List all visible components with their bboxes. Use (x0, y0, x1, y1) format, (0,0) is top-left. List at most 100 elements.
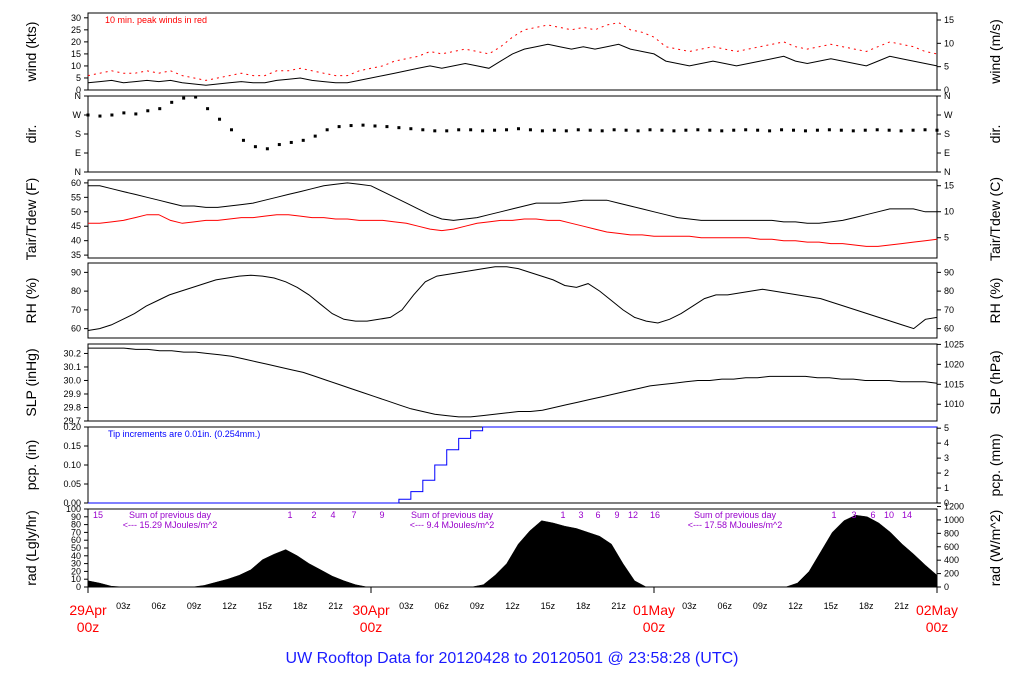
panel-wind (84, 12, 941, 91)
day-sum-title: Sum of previous day (129, 510, 212, 520)
y-tick-label: W (73, 110, 82, 120)
y-axis-title-right: SLP (hPa) (987, 350, 1003, 414)
dir-point (552, 128, 556, 132)
dir-point (827, 128, 831, 132)
dir-point (110, 113, 114, 117)
x-day-hour: 00z (926, 619, 949, 635)
y-tick-label: 30.1 (63, 362, 81, 372)
y-axis-title: rad (Lgly/hr) (23, 510, 39, 585)
hour-label: 10 (884, 510, 894, 520)
y-tick-label: 10 (71, 574, 81, 584)
dir-point (720, 129, 724, 133)
dir-point (684, 128, 688, 132)
y-tick-label: 40 (71, 551, 81, 561)
y-tick-label-right: 5 (944, 62, 949, 72)
y-axis-title-right: pcp. (mm) (987, 434, 1003, 497)
y-tick-label: 15 (71, 49, 81, 59)
x-tick-label: 21z (611, 601, 626, 611)
x-tick-label: 09z (753, 601, 768, 611)
y-tick-label-right: W (944, 110, 953, 120)
y-tick-label: 0.05 (63, 479, 81, 489)
dir-point (301, 138, 305, 142)
y-axis-title: pcp. (in) (23, 440, 39, 491)
x-tick-label: 12z (788, 601, 803, 611)
y-tick-label-right: 1010 (944, 399, 964, 409)
y-tick-label: N (75, 91, 82, 101)
dir-point (935, 128, 939, 132)
y-tick-label-right: 5 (944, 423, 949, 433)
panel-annotation: 10 min. peak winds in red (105, 15, 207, 25)
y-tick-label-right: 1020 (944, 359, 964, 369)
dir-point (218, 117, 222, 121)
dir-point (277, 143, 281, 147)
y-tick-label: 0.00 (63, 498, 81, 508)
panel-annotation: Tip increments are 0.01in. (0.254mm.) (108, 429, 260, 439)
series-line-wind (87, 43, 938, 86)
y-tick-label-right: 1025 (944, 339, 964, 349)
y-tick-label-right: 1015 (944, 379, 964, 389)
dir-point (206, 107, 210, 111)
dir-point (696, 128, 700, 132)
dir-point (349, 124, 353, 128)
y-tick-label: 29.8 (63, 402, 81, 412)
dir-point (265, 147, 269, 151)
x-tick-label: 09z (187, 601, 202, 611)
series-line-Tair (88, 182, 937, 224)
dir-point (660, 128, 664, 132)
y-axis-title-right: wind (m/s) (987, 19, 1003, 85)
dir-point (158, 107, 162, 111)
y-axis-title: wind (kts) (23, 22, 39, 83)
hour-label: 3 (851, 510, 856, 520)
dir-point (457, 128, 461, 132)
x-day-label: 01May (633, 602, 675, 618)
dir-point (122, 111, 126, 115)
dir-point (481, 129, 485, 133)
y-tick-label: 80 (71, 520, 81, 530)
y-tick-label-right: 10 (944, 207, 954, 217)
dir-point (744, 128, 748, 132)
dir-point (528, 128, 532, 132)
y-tick-label-right: 5 (944, 233, 949, 243)
y-tick-label: 0 (76, 582, 81, 592)
x-day-hour: 00z (643, 619, 666, 635)
panel-frame (87, 262, 938, 339)
y-tick-label: 50 (71, 207, 81, 217)
x-day-label: 30Apr (352, 602, 390, 618)
y-tick-label: 29.7 (63, 416, 81, 426)
dir-point (875, 128, 879, 132)
y-tick-label: 0 (76, 85, 81, 95)
y-tick-label: 50 (71, 543, 81, 553)
panel-frame (87, 12, 938, 91)
dir-point (540, 129, 544, 133)
x-tick-label: 06z (151, 601, 166, 611)
hour-label: 9 (614, 510, 619, 520)
dir-point (624, 128, 628, 132)
dir-point (170, 100, 174, 104)
x-day-hour: 00z (77, 619, 100, 635)
x-tick-label: 12z (505, 601, 520, 611)
y-tick-label: 20 (71, 37, 81, 47)
y-tick-label: 55 (71, 192, 81, 202)
day-sum-title: Sum of previous day (694, 510, 777, 520)
hour-label: 1 (560, 510, 565, 520)
panel-frame (87, 179, 938, 259)
y-tick-label: 20 (71, 566, 81, 576)
dir-point (134, 112, 138, 116)
dir-point (899, 129, 903, 133)
dir-point (732, 128, 736, 132)
y-tick-label-right: 10 (944, 38, 954, 48)
dir-point (756, 128, 760, 132)
dir-point (923, 128, 927, 132)
y-tick-label-right: 3 (944, 453, 949, 463)
x-day-hour: 00z (360, 619, 383, 635)
day-sum-value: <--- 15.29 MJoules/m^2 (123, 520, 218, 530)
day-sum-value: <--- 17.58 MJoules/m^2 (688, 520, 783, 530)
y-tick-label: 45 (71, 221, 81, 231)
y-tick-label: 5 (76, 73, 81, 83)
y-tick-label-right: N (944, 91, 951, 101)
y-axis-title-right: rad (W/m^2) (987, 510, 1003, 587)
x-tick-label: 15z (258, 601, 273, 611)
dir-point (493, 128, 497, 132)
y-tick-label-right: E (944, 148, 950, 158)
y-axis-title: SLP (inHg) (23, 348, 39, 416)
